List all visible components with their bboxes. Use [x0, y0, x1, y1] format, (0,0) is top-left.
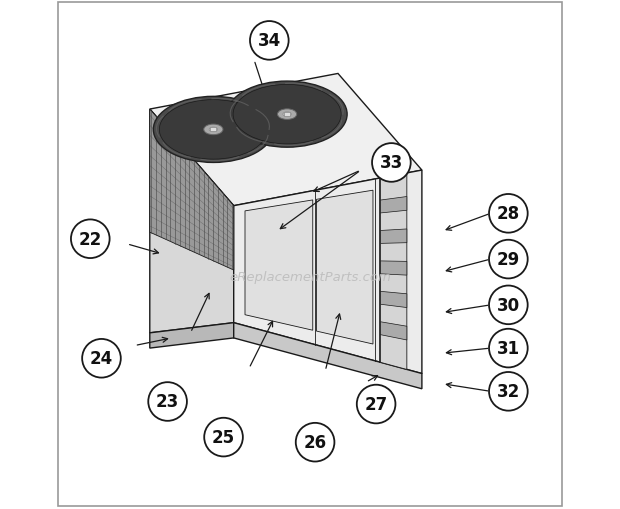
Text: 28: 28: [497, 205, 520, 223]
Text: 30: 30: [497, 296, 520, 314]
Polygon shape: [381, 262, 407, 275]
Ellipse shape: [233, 85, 341, 145]
Polygon shape: [150, 110, 234, 270]
Text: 25: 25: [212, 428, 235, 446]
Text: 24: 24: [90, 350, 113, 367]
Circle shape: [489, 286, 528, 325]
Text: 29: 29: [497, 250, 520, 269]
Polygon shape: [245, 201, 312, 330]
Polygon shape: [150, 74, 422, 206]
Circle shape: [372, 144, 410, 182]
Ellipse shape: [283, 112, 291, 117]
Text: 27: 27: [365, 395, 388, 413]
Polygon shape: [381, 197, 407, 214]
Circle shape: [71, 220, 110, 259]
Text: eReplacementParts.com: eReplacementParts.com: [229, 271, 391, 284]
Text: 33: 33: [380, 154, 403, 172]
Circle shape: [250, 22, 289, 61]
Polygon shape: [381, 322, 407, 341]
Polygon shape: [381, 230, 407, 244]
Circle shape: [204, 418, 243, 457]
Polygon shape: [150, 323, 234, 348]
Text: 23: 23: [156, 393, 179, 411]
Circle shape: [489, 194, 528, 233]
FancyBboxPatch shape: [284, 112, 290, 117]
Polygon shape: [381, 174, 407, 370]
Circle shape: [489, 372, 528, 411]
Polygon shape: [381, 292, 407, 308]
Polygon shape: [234, 323, 422, 389]
Circle shape: [489, 329, 528, 367]
Text: 26: 26: [304, 433, 327, 451]
Ellipse shape: [204, 125, 223, 135]
Text: 34: 34: [258, 32, 281, 50]
Ellipse shape: [227, 82, 347, 148]
Text: 32: 32: [497, 383, 520, 401]
Circle shape: [82, 340, 121, 378]
Circle shape: [148, 382, 187, 421]
Polygon shape: [234, 171, 422, 374]
Text: 31: 31: [497, 340, 520, 357]
Ellipse shape: [153, 97, 273, 163]
Text: 22: 22: [79, 230, 102, 248]
Ellipse shape: [278, 109, 297, 120]
Circle shape: [489, 240, 528, 279]
Ellipse shape: [159, 100, 267, 160]
FancyBboxPatch shape: [210, 128, 216, 132]
Ellipse shape: [209, 128, 218, 132]
Circle shape: [296, 423, 334, 462]
Polygon shape: [317, 191, 373, 344]
Circle shape: [356, 385, 396, 423]
Polygon shape: [150, 110, 234, 333]
